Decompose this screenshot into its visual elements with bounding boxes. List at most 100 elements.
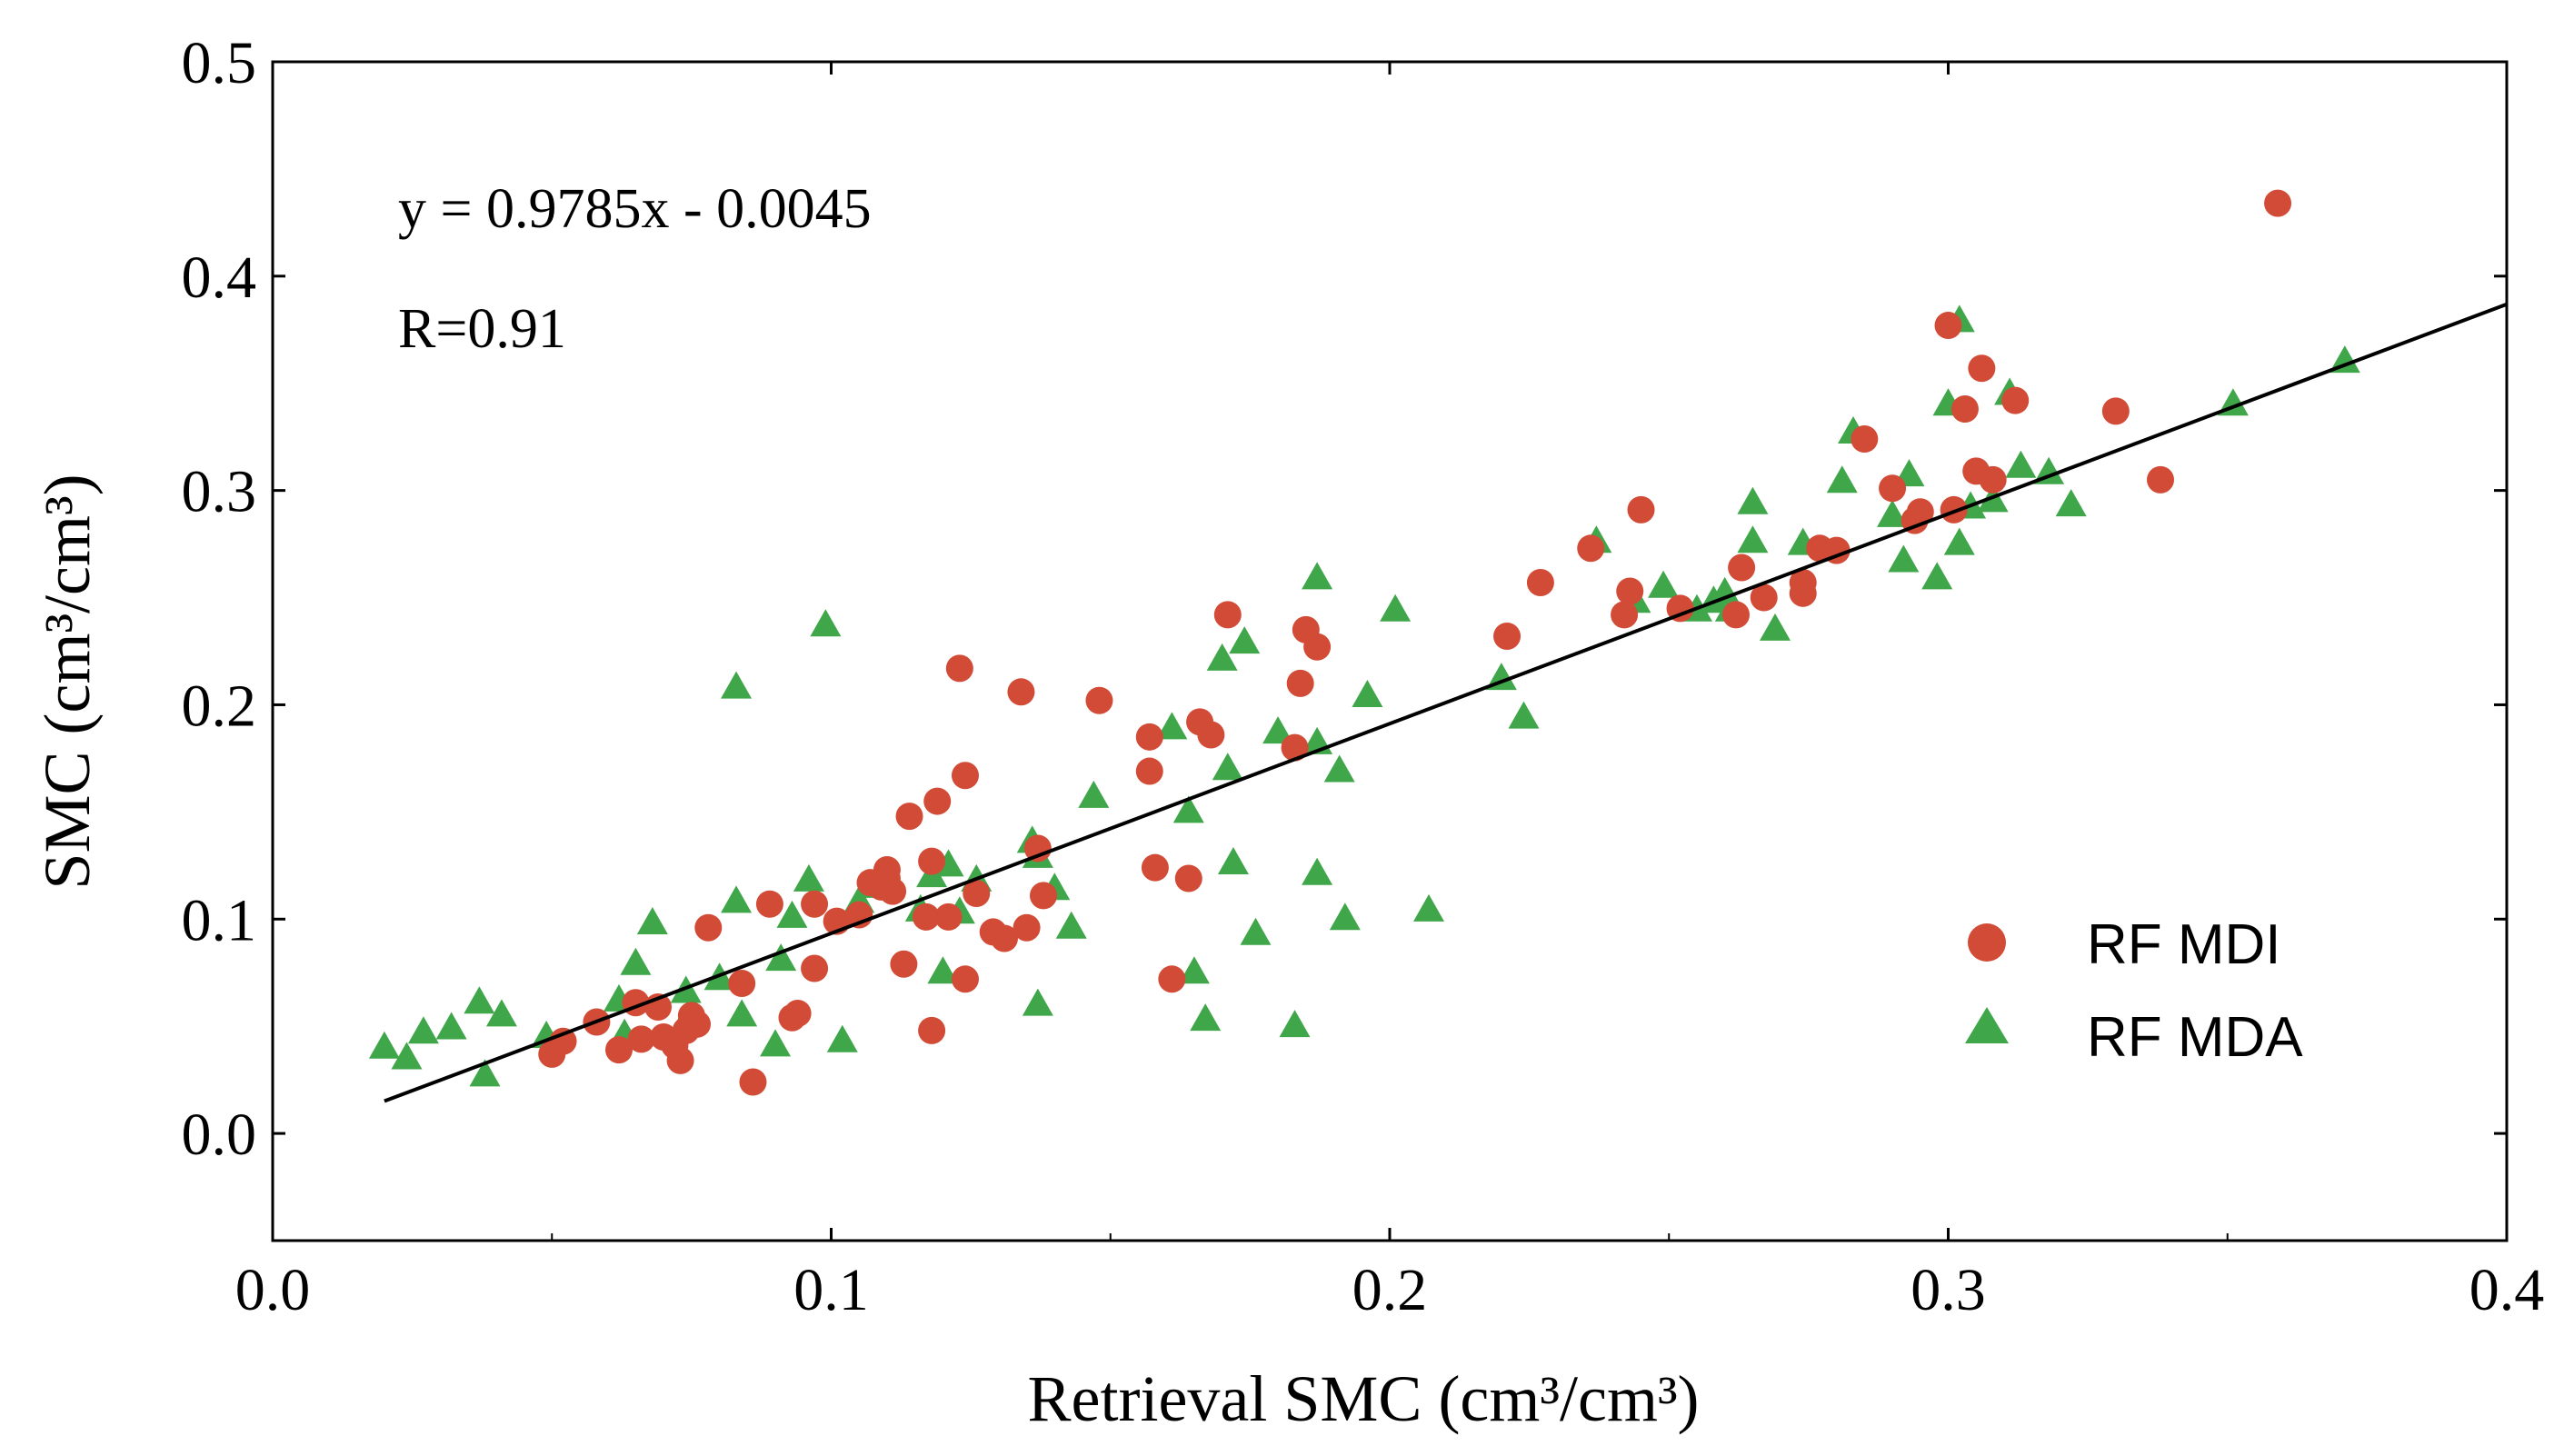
point-rf-mdi xyxy=(739,1068,767,1096)
point-rf-mda xyxy=(760,1029,792,1057)
point-rf-mdi xyxy=(1906,498,1934,526)
point-rf-mda xyxy=(927,956,959,984)
point-rf-mda xyxy=(1329,903,1361,931)
fit-equation: y = 0.9785x - 0.0045 xyxy=(398,178,872,240)
point-rf-mdi xyxy=(873,856,901,884)
legend: RF MDI RF MDA xyxy=(1965,913,2303,1069)
x-tick-label: 0.2 xyxy=(1352,1257,1428,1323)
point-rf-mda xyxy=(485,999,517,1027)
point-rf-mda xyxy=(1055,911,1087,939)
point-rf-mdi xyxy=(2101,397,2130,425)
point-rf-mdi xyxy=(1303,633,1332,661)
point-rf-mdi xyxy=(1577,534,1605,563)
axis-ticks xyxy=(271,60,2509,1241)
point-rf-mdi xyxy=(604,1036,633,1064)
point-rf-mda xyxy=(1826,465,1858,494)
point-rf-mdi xyxy=(1851,425,1879,454)
point-rf-mda xyxy=(826,1024,858,1052)
legend-label-rf-mda: RF MDA xyxy=(2087,1006,2303,1069)
point-rf-mda xyxy=(1190,1003,1222,1032)
point-rf-mda xyxy=(1380,593,1412,622)
y-tick-label: 0.5 xyxy=(182,30,257,96)
point-rf-mdi xyxy=(666,1046,694,1074)
y-tick-label: 0.3 xyxy=(182,459,257,525)
point-rf-mda xyxy=(1709,576,1741,604)
x-axis-title: Retrieval SMC (cm³/cm³) xyxy=(1027,1362,1699,1435)
point-rf-mda xyxy=(1217,846,1249,874)
point-rf-mda xyxy=(435,1012,467,1040)
point-rf-mda xyxy=(793,863,824,892)
point-rf-mda xyxy=(2005,450,2037,478)
point-rf-mdi xyxy=(895,803,923,831)
legend-marker-rf-mda xyxy=(1965,1007,2009,1043)
point-rf-mda xyxy=(2055,489,2087,517)
point-rf-mdi xyxy=(694,913,723,942)
point-rf-mda xyxy=(1323,754,1355,783)
point-rf-mda xyxy=(1648,570,1680,598)
point-rf-mda xyxy=(1877,499,1909,527)
point-rf-mda xyxy=(726,999,758,1027)
point-rf-mdi xyxy=(783,1000,812,1028)
point-rf-mda xyxy=(1737,525,1769,553)
point-rf-mda xyxy=(1078,780,1110,808)
point-rf-mda xyxy=(2329,345,2360,374)
point-rf-mda xyxy=(1279,1010,1311,1038)
point-rf-mdi xyxy=(2147,465,2175,494)
point-rf-mdi xyxy=(1085,686,1113,714)
point-rf-mdi xyxy=(990,924,1018,952)
point-rf-mdi xyxy=(890,950,918,978)
point-rf-mdi xyxy=(1281,733,1309,762)
point-rf-mda xyxy=(1240,917,1272,945)
point-rf-mdi xyxy=(1611,601,1639,629)
point-rf-mdi xyxy=(1728,553,1756,582)
point-rf-mdi xyxy=(1968,354,1996,383)
point-rf-mdi xyxy=(1493,622,1521,650)
point-rf-mda xyxy=(1178,956,1210,984)
point-rf-mdi xyxy=(627,1025,655,1053)
y-tick-label: 0.4 xyxy=(182,244,257,311)
point-rf-mdi xyxy=(549,1027,577,1055)
point-rf-mda xyxy=(1302,857,1333,885)
point-rf-mda xyxy=(721,671,753,699)
point-rf-mdi xyxy=(755,890,783,918)
point-rf-mdi xyxy=(963,879,991,907)
point-rf-mdi xyxy=(1616,577,1644,605)
point-rf-mdi xyxy=(1013,913,1041,942)
point-rf-mda xyxy=(1508,701,1540,729)
point-rf-mda xyxy=(1888,544,1920,573)
point-rf-mda xyxy=(1206,643,1238,671)
point-rf-mdi xyxy=(1526,569,1554,597)
point-rf-mdi xyxy=(912,903,940,931)
y-tick-label: 0.2 xyxy=(182,673,257,739)
point-rf-mdi xyxy=(801,954,829,982)
point-rf-mda xyxy=(1302,562,1333,590)
point-rf-mdi xyxy=(1213,601,1242,629)
point-rf-mdi xyxy=(1141,853,1169,882)
point-rf-mda xyxy=(810,609,842,637)
point-rf-mda xyxy=(391,1042,423,1070)
point-rf-mdi xyxy=(1950,395,1979,424)
point-rf-mda xyxy=(1212,753,1243,781)
point-rf-mda xyxy=(1737,486,1769,514)
point-rf-mdi xyxy=(1030,882,1058,910)
point-rf-mda xyxy=(1156,712,1188,740)
point-rf-mdi xyxy=(918,847,946,875)
point-rf-mdi xyxy=(1197,721,1225,749)
point-rf-mdi xyxy=(1627,495,1655,524)
point-rf-mda xyxy=(368,1031,400,1059)
tick-labels: 0.0 0.1 0.2 0.3 0.4 0.0 0.1 0.2 0.3 0.4 0.5 xyxy=(182,30,2545,1323)
point-rf-mdi xyxy=(1879,474,1907,503)
point-rf-mda xyxy=(407,1016,439,1044)
point-rf-mdi xyxy=(2264,189,2292,217)
point-rf-mdi xyxy=(1007,678,1035,706)
point-rf-mdi xyxy=(728,970,756,998)
point-rf-mdi xyxy=(1286,669,1314,697)
point-rf-mdi xyxy=(1940,495,1968,524)
point-rf-mda xyxy=(464,986,495,1014)
point-rf-mdi xyxy=(1934,312,1962,340)
point-rf-mdi xyxy=(1721,601,1750,629)
point-rf-mda xyxy=(776,900,808,928)
y-axis-title: SMC (cm³/cm³) xyxy=(31,474,104,889)
point-rf-mda xyxy=(1413,893,1445,922)
